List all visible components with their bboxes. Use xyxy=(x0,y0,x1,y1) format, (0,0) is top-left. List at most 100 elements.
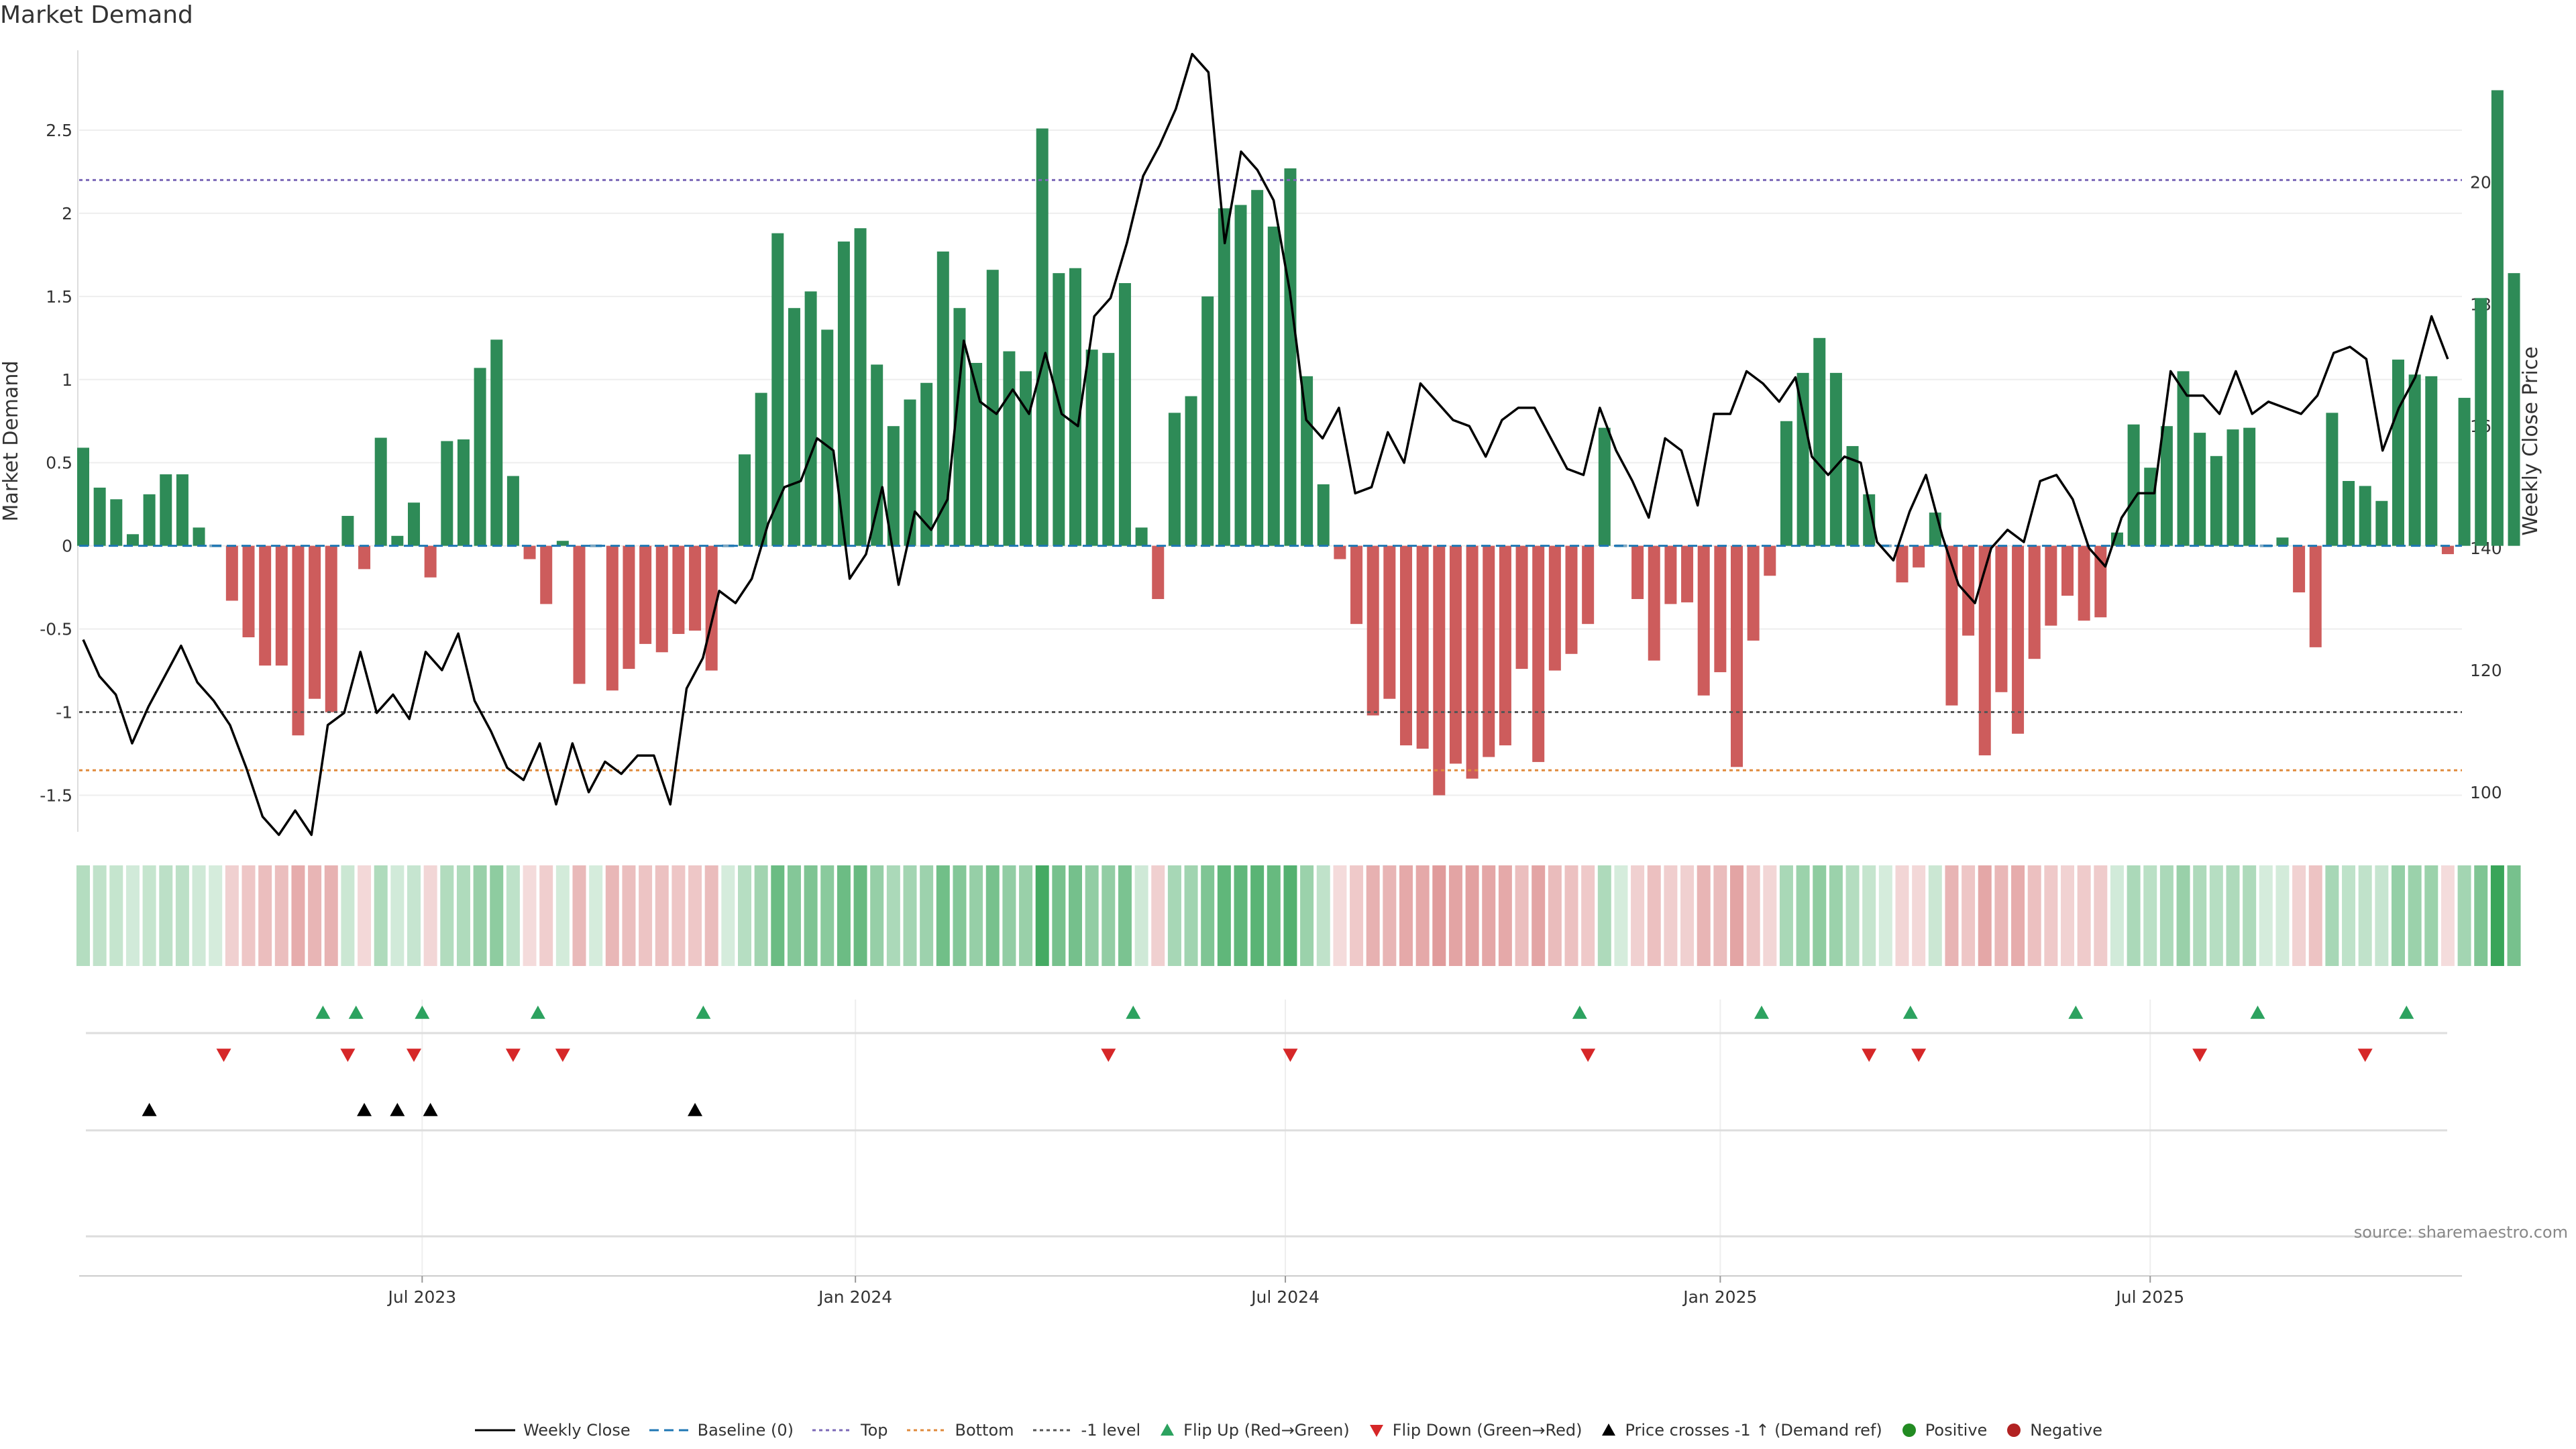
heat-strip-cell xyxy=(1779,865,1793,966)
demand-bar xyxy=(1648,545,1660,661)
heat-strip-cell xyxy=(2094,865,2108,966)
flip-up-marker xyxy=(1754,1006,1769,1019)
demand-bar xyxy=(408,502,420,546)
heat-strip-cell xyxy=(1399,865,1413,966)
demand-bar xyxy=(2276,537,2289,546)
flip-down-marker xyxy=(505,1049,521,1062)
y-tick-label: -0.5 xyxy=(40,620,72,639)
heat-strip-cell xyxy=(209,865,223,966)
heat-strip-cell xyxy=(1465,865,1479,966)
heat-strip-cell xyxy=(2259,865,2273,966)
heat-strip-cell xyxy=(1730,865,1743,966)
legend-item: Flip Up (Red→Green) xyxy=(1158,1421,1350,1440)
flip-up-marker xyxy=(315,1006,331,1019)
demand-bar xyxy=(242,545,255,637)
x-tick-label: Jul 2024 xyxy=(1250,1287,1320,1307)
demand-bar xyxy=(374,437,387,546)
demand-bar xyxy=(2326,413,2339,546)
heat-strip-cell xyxy=(1366,865,1380,966)
heat-strip-cell xyxy=(93,865,107,966)
demand-bar xyxy=(623,545,635,669)
flip-up-marker xyxy=(2250,1006,2265,1019)
heat-strip-cell xyxy=(1383,865,1397,966)
demand-bar xyxy=(1747,545,1760,641)
heat-strip-cell xyxy=(125,865,140,966)
heat-strip-cell xyxy=(2275,865,2290,966)
demand-bar xyxy=(193,527,205,546)
x-tick-label: Jul 2023 xyxy=(386,1287,456,1307)
heat-strip-cell xyxy=(2176,865,2190,966)
heat-strip-cell xyxy=(1267,865,1281,966)
demand-bar xyxy=(1366,545,1379,716)
heat-strip-cell xyxy=(539,865,553,966)
heat-strip-cell xyxy=(639,865,653,966)
y-axis-title: Market Demand xyxy=(0,361,23,522)
y-tick-label: 0 xyxy=(62,537,72,556)
demand-bar xyxy=(176,474,189,546)
weekly-close-line xyxy=(82,52,2449,837)
demand-bar xyxy=(2127,424,2140,546)
demand-bar xyxy=(457,439,470,546)
demand-bar xyxy=(259,545,272,666)
demand-bar xyxy=(920,382,933,546)
demand-bar xyxy=(1995,545,2008,692)
heat-strip-cell xyxy=(555,865,570,966)
price-cross-marker xyxy=(423,1103,438,1116)
flip-down-marker xyxy=(2357,1049,2373,1062)
heat-strip-cell xyxy=(1697,865,1711,966)
demand-bar xyxy=(1913,545,1925,568)
heat-strip-cell xyxy=(1167,865,1181,966)
heat-strip-cell xyxy=(1895,865,1909,966)
heat-strip-cell xyxy=(423,865,437,966)
heat-strip-cell xyxy=(2044,865,2058,966)
heat-strip-cell xyxy=(870,865,884,966)
demand-bar xyxy=(441,441,453,546)
flip-up-marker xyxy=(1902,1006,1918,1019)
flip-down-marker xyxy=(1580,1049,1596,1062)
heat-strip-cell xyxy=(920,865,934,966)
demand-bar xyxy=(2045,545,2057,626)
demand-bar xyxy=(1218,208,1230,546)
heat-strip-cell xyxy=(241,865,256,966)
demand-bar xyxy=(1598,427,1611,546)
demand-bar xyxy=(2425,376,2438,546)
heat-strip-cell xyxy=(1912,865,1926,966)
demand-bar xyxy=(573,545,586,684)
demand-bar xyxy=(490,339,503,546)
legend-label: Baseline (0) xyxy=(697,1421,794,1440)
heat-strip-cell xyxy=(1234,865,1248,966)
demand-bar xyxy=(1135,527,1148,546)
demand-bar xyxy=(1978,545,1991,755)
demand-bar xyxy=(2508,273,2520,546)
y2-tick-label: 120 xyxy=(2470,661,2502,680)
demand-bar xyxy=(1846,445,1859,546)
heat-strip-cell xyxy=(820,865,835,966)
demand-bar xyxy=(1532,545,1545,762)
price-cross-marker xyxy=(142,1103,157,1116)
heat-strip-cell xyxy=(1631,865,1645,966)
heat-strip-cell xyxy=(1532,865,1546,966)
heat-strip-cell xyxy=(1945,865,1959,966)
heat-strip-cell xyxy=(324,865,338,966)
legend-label: -1 level xyxy=(1081,1421,1141,1440)
heat-strip-cell xyxy=(1184,865,1198,966)
heat-strip-cell xyxy=(1316,865,1330,966)
heat-strip-cell xyxy=(721,865,735,966)
legend-swatch-icon xyxy=(812,1429,853,1432)
heat-strip-cell xyxy=(622,865,636,966)
flip-down-marker xyxy=(407,1049,421,1062)
flip-down-marker xyxy=(2192,1049,2208,1062)
heat-strip-cell xyxy=(523,865,537,966)
demand-bar xyxy=(2194,433,2206,546)
legend-item: Baseline (0) xyxy=(648,1421,794,1440)
demand-bar xyxy=(341,516,354,546)
demand-bar xyxy=(2028,545,2041,659)
legend-swatch-icon xyxy=(1902,1424,1916,1437)
heat-strip-cell xyxy=(1713,865,1727,966)
demand-bar xyxy=(2375,500,2388,546)
flip-down-marker xyxy=(216,1049,231,1062)
heat-strip-cell xyxy=(837,865,851,966)
heat-strip-cell xyxy=(1482,865,1496,966)
demand-bar xyxy=(1185,396,1197,546)
heat-strip-cell xyxy=(1796,865,1810,966)
